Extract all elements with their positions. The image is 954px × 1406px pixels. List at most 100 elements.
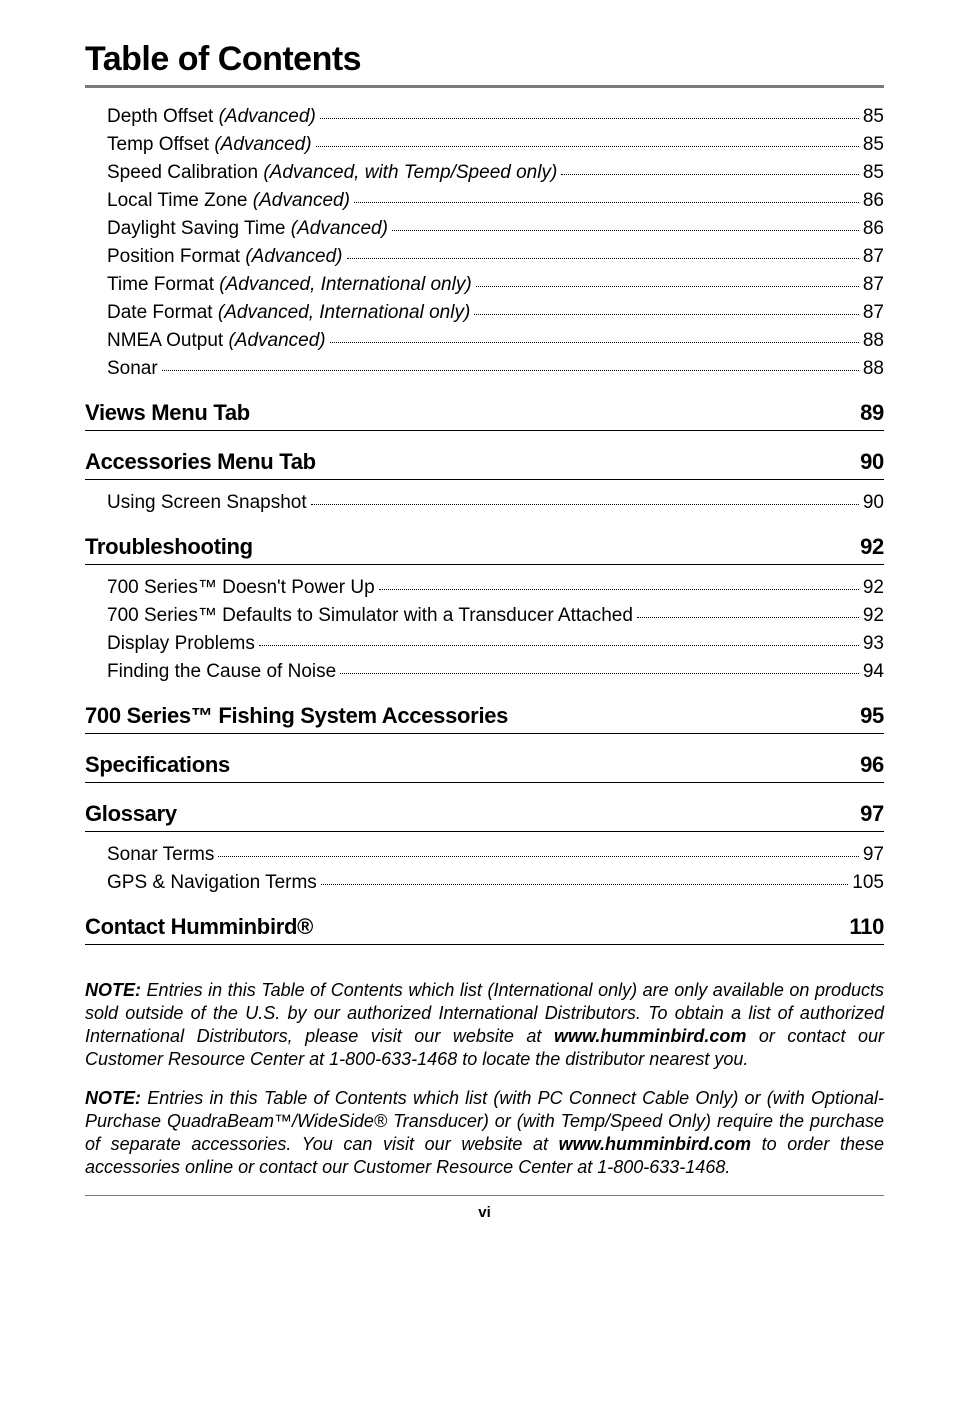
toc-leaders bbox=[311, 504, 859, 505]
toc-entry-page: 88 bbox=[863, 359, 884, 378]
toc-entry-label: Sonar Terms bbox=[107, 845, 214, 864]
toc-section-label: Specifications bbox=[85, 752, 230, 778]
toc-section-entries: 700 Series™ Doesn't Power Up 92700 Serie… bbox=[107, 573, 884, 685]
toc-section-underline bbox=[85, 782, 884, 783]
note-1-lead: NOTE: bbox=[85, 980, 141, 1000]
toc-entry-label: Display Problems bbox=[107, 634, 255, 653]
note-1: NOTE: Entries in this Table of Contents … bbox=[85, 979, 884, 1071]
toc-section-underline bbox=[85, 944, 884, 945]
toc-leaders bbox=[392, 230, 859, 231]
toc-section-page: 95 bbox=[860, 703, 884, 729]
toc-section-heading: Glossary 97 bbox=[85, 801, 884, 831]
toc-leaders bbox=[259, 645, 859, 646]
toc-entry-label: Temp Offset (Advanced) bbox=[107, 135, 312, 154]
toc-entry-label: Daylight Saving Time (Advanced) bbox=[107, 219, 388, 238]
toc-leaders bbox=[347, 258, 859, 259]
toc-section-label: Accessories Menu Tab bbox=[85, 449, 316, 475]
toc-section-heading: Specifications96 bbox=[85, 752, 884, 782]
toc-entry-label: NMEA Output (Advanced) bbox=[107, 331, 326, 350]
toc-entry-label: Local Time Zone (Advanced) bbox=[107, 191, 350, 210]
toc-entry-page: 85 bbox=[863, 135, 884, 154]
toc-section: Accessories Menu Tab90Using Screen Snaps… bbox=[85, 449, 884, 516]
toc-entry: 700 Series™ Defaults to Simulator with a… bbox=[107, 601, 884, 629]
toc-entry-page: 94 bbox=[863, 662, 884, 681]
toc-section: Glossary97Sonar Terms 97GPS & Navigation… bbox=[85, 801, 884, 896]
toc-entry: Sonar 88 bbox=[107, 354, 884, 382]
toc-section-underline bbox=[85, 479, 884, 480]
toc-leaders bbox=[354, 202, 859, 203]
toc-entry-label: GPS & Navigation Terms bbox=[107, 873, 317, 892]
toc-section-heading: Troubleshooting 92 bbox=[85, 534, 884, 564]
toc-leaders bbox=[340, 673, 859, 674]
toc-entry-page: 90 bbox=[863, 493, 884, 512]
toc-section-page: 90 bbox=[860, 449, 884, 475]
toc-section-heading: Accessories Menu Tab 90 bbox=[85, 449, 884, 479]
toc-entry: Temp Offset (Advanced) 85 bbox=[107, 130, 884, 158]
toc-leaders bbox=[330, 342, 859, 343]
toc-entry-label: Speed Calibration (Advanced, with Temp/S… bbox=[107, 163, 557, 182]
toc-entry: Using Screen Snapshot 90 bbox=[107, 488, 884, 516]
toc-entry-label: 700 Series™ Doesn't Power Up bbox=[107, 578, 375, 597]
toc-top-block: Depth Offset (Advanced) 85Temp Offset (A… bbox=[107, 102, 884, 382]
toc-section-entries: Using Screen Snapshot 90 bbox=[107, 488, 884, 516]
toc-entry: Sonar Terms 97 bbox=[107, 840, 884, 868]
toc-section-underline bbox=[85, 831, 884, 832]
toc-entry-page: 92 bbox=[863, 578, 884, 597]
toc-leaders bbox=[561, 174, 859, 175]
toc-entry-page: 92 bbox=[863, 606, 884, 625]
footer-rule bbox=[85, 1195, 884, 1196]
toc-entry-label: Depth Offset (Advanced) bbox=[107, 107, 316, 126]
toc-leaders bbox=[474, 314, 859, 315]
note-1-bold: www.humminbird.com bbox=[554, 1026, 746, 1046]
toc-section-label: Glossary bbox=[85, 801, 177, 827]
toc-section-heading: Contact Humminbird® 110 bbox=[85, 914, 884, 944]
toc-entry-page: 86 bbox=[863, 219, 884, 238]
toc-entry: 700 Series™ Doesn't Power Up 92 bbox=[107, 573, 884, 601]
toc-leaders bbox=[379, 589, 859, 590]
toc-entry-page: 97 bbox=[863, 845, 884, 864]
toc-entry: Local Time Zone (Advanced) 86 bbox=[107, 186, 884, 214]
toc-section-heading: Views Menu Tab89 bbox=[85, 400, 884, 430]
toc-entry-page: 93 bbox=[863, 634, 884, 653]
toc-leaders bbox=[476, 286, 859, 287]
toc-entry: Speed Calibration (Advanced, with Temp/S… bbox=[107, 158, 884, 186]
note-2-bold: www.humminbird.com bbox=[559, 1134, 751, 1154]
toc-entry-page: 88 bbox=[863, 331, 884, 350]
page-number: vi bbox=[85, 1204, 884, 1221]
toc-leaders bbox=[637, 617, 859, 618]
toc-entry-label: 700 Series™ Defaults to Simulator with a… bbox=[107, 606, 633, 625]
toc-entry: Finding the Cause of Noise 94 bbox=[107, 657, 884, 685]
title-rule bbox=[85, 85, 884, 88]
page-title: Table of Contents bbox=[85, 40, 884, 79]
toc-section-page: 89 bbox=[860, 400, 884, 426]
toc-entry-label: Time Format (Advanced, International onl… bbox=[107, 275, 472, 294]
toc-entry-page: 105 bbox=[852, 873, 884, 892]
toc-entry: Date Format (Advanced, International onl… bbox=[107, 298, 884, 326]
note-2: NOTE: Entries in this Table of Contents … bbox=[85, 1087, 884, 1179]
toc-section-underline bbox=[85, 430, 884, 431]
toc-section-underline bbox=[85, 733, 884, 734]
toc-section-label: Contact Humminbird® bbox=[85, 914, 313, 940]
toc-section-page: 92 bbox=[860, 534, 884, 560]
toc-entry-label: Finding the Cause of Noise bbox=[107, 662, 336, 681]
toc-entry: GPS & Navigation Terms 105 bbox=[107, 868, 884, 896]
toc-section-label: Troubleshooting bbox=[85, 534, 253, 560]
toc-section: Troubleshooting92700 Series™ Doesn't Pow… bbox=[85, 534, 884, 685]
toc-section-page: 97 bbox=[860, 801, 884, 827]
toc-section-heading: 700 Series™ Fishing System Accessories 95 bbox=[85, 703, 884, 733]
toc-section: Specifications96 bbox=[85, 752, 884, 783]
toc-entry-label: Position Format (Advanced) bbox=[107, 247, 343, 266]
toc-section: Views Menu Tab89 bbox=[85, 400, 884, 431]
toc-leaders bbox=[320, 118, 859, 119]
toc-section: 700 Series™ Fishing System Accessories 95 bbox=[85, 703, 884, 734]
toc-entry-label: Date Format (Advanced, International onl… bbox=[107, 303, 470, 322]
note-2-lead: NOTE: bbox=[85, 1088, 141, 1108]
toc-section-page: 110 bbox=[849, 914, 884, 940]
toc-leaders bbox=[218, 856, 859, 857]
toc-entry-label: Sonar bbox=[107, 359, 158, 378]
toc-leaders bbox=[316, 146, 859, 147]
toc-section-label: 700 Series™ Fishing System Accessories bbox=[85, 703, 508, 729]
toc-entry-page: 85 bbox=[863, 163, 884, 182]
toc-entry: NMEA Output (Advanced) 88 bbox=[107, 326, 884, 354]
toc-entry-page: 87 bbox=[863, 247, 884, 266]
